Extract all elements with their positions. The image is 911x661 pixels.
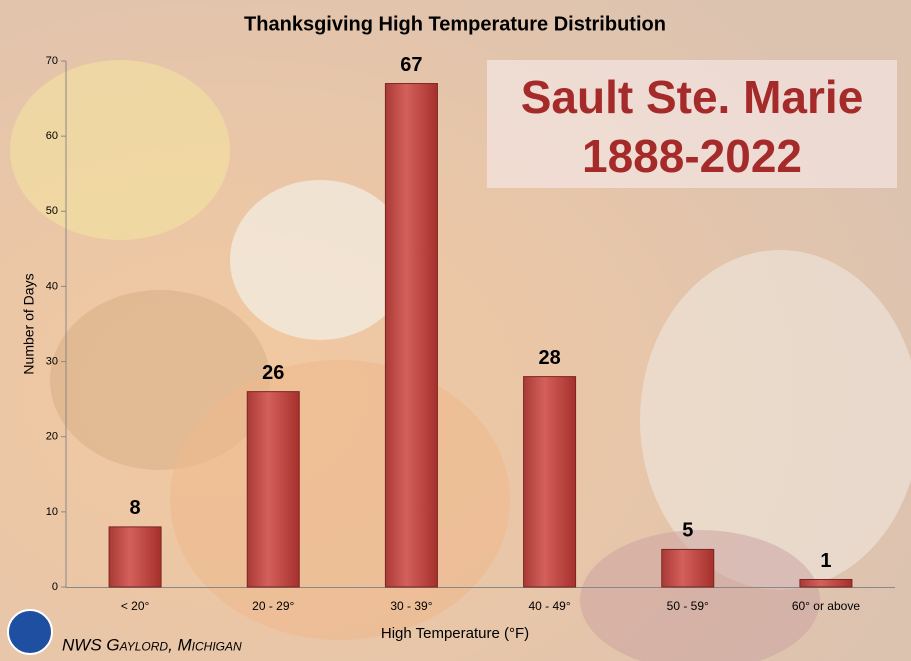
background-shape — [640, 250, 911, 590]
x-tick-label: < 20° — [121, 599, 150, 613]
background-shape — [230, 180, 410, 340]
background-shape — [580, 530, 820, 661]
y-tick-label: 20 — [46, 431, 58, 443]
y-tick-label: 40 — [46, 280, 58, 292]
data-label: 1 — [820, 550, 831, 572]
bar — [246, 391, 300, 588]
x-tick-label: 60° or above — [792, 599, 861, 613]
bar — [108, 526, 162, 588]
y-axis-label: Number of Days — [21, 273, 37, 374]
bar — [523, 376, 577, 588]
logo — [7, 609, 53, 655]
bar — [384, 83, 438, 588]
data-label: 5 — [682, 520, 693, 542]
bar — [661, 548, 715, 588]
bar — [799, 578, 853, 588]
y-tick-label: 70 — [46, 55, 58, 67]
footer: NWS Gaylord, Michigan — [62, 635, 242, 654]
y-tick-label: 50 — [46, 205, 58, 217]
x-axis-label: High Temperature (°F) — [381, 625, 529, 642]
background-shape — [10, 60, 230, 240]
annotation: Sault Ste. Marie — [521, 71, 864, 123]
data-label: 28 — [538, 347, 560, 369]
annotation: 1888-2022 — [582, 130, 802, 182]
data-label: 26 — [262, 362, 284, 384]
x-tick-label: 20 - 29° — [252, 599, 294, 613]
x-tick-label: 50 - 59° — [667, 599, 709, 613]
y-tick-label: 10 — [46, 506, 58, 518]
y-tick-label: 60 — [46, 130, 58, 142]
x-tick-label: 30 - 39° — [390, 599, 432, 613]
x-tick-label: 40 - 49° — [528, 599, 570, 613]
data-label: 67 — [400, 54, 422, 76]
y-tick-label: 30 — [46, 355, 58, 367]
y-tick-label: 0 — [52, 581, 58, 593]
data-label: 8 — [130, 497, 141, 519]
chart-title: Thanksgiving High Temperature Distributi… — [244, 13, 666, 35]
background-shape — [170, 360, 510, 640]
annotation-box — [487, 60, 897, 188]
